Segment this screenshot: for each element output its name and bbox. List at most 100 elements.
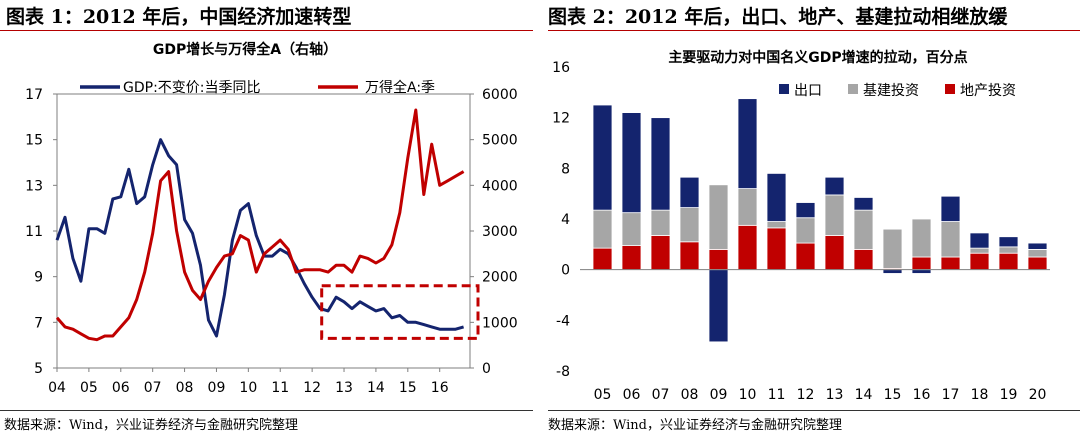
right-chart-legend: 出口 基建投资 地产投资	[779, 82, 1016, 99]
bar-export	[766, 172, 787, 222]
legend-label-property: 地产投资	[960, 83, 1016, 99]
left-y-tick-label: 11	[25, 224, 43, 240]
legend-swatch-infrastructure	[848, 84, 858, 94]
legend-swatch-export	[779, 84, 789, 94]
bar-export	[679, 176, 700, 208]
right-chart-y-tick-label: -8	[556, 364, 570, 380]
legend-label-wind-a: 万得全A:季	[365, 79, 435, 96]
figure-title-right: 图表 2：2012 年后，出口、地产、基建拉动相继放缓	[548, 6, 1008, 28]
x-tick-label: 16	[431, 380, 449, 396]
bar-infrastructure	[621, 212, 642, 247]
wind-a-line	[55, 108, 465, 342]
right-chart-x-tick-label: 08	[681, 387, 699, 403]
bar-infrastructure	[940, 221, 961, 258]
right-chart-x-tick-label: 20	[1029, 387, 1047, 403]
bar-property	[998, 252, 1019, 271]
bar-export	[708, 269, 729, 343]
right-chart-x-tick-label: 07	[652, 387, 670, 403]
bar-infrastructure	[998, 246, 1019, 254]
left-y-tick-label: 17	[25, 87, 43, 103]
bar-property	[737, 224, 758, 271]
left-y-tick-label: 9	[34, 270, 43, 286]
x-tick-label: 04	[48, 380, 66, 396]
right-chart-x-tick-label: 09	[710, 387, 728, 403]
x-tick-label: 13	[335, 380, 353, 396]
source-note-left: 数据来源：Wind，兴业证券经济与金融研究院整理	[4, 418, 298, 433]
x-tick-label: 05	[80, 380, 98, 396]
bar-export	[737, 98, 758, 189]
bar-export	[940, 195, 961, 222]
title-rule-left	[0, 30, 533, 31]
right-chart-y-tick-label: -4	[556, 313, 570, 329]
bar-property	[1027, 256, 1048, 271]
x-tick-label: 09	[208, 380, 226, 396]
source-rule-right	[548, 410, 1080, 411]
bar-infrastructure	[737, 188, 758, 226]
x-tick-label: 15	[399, 380, 417, 396]
left-y-tick-label: 5	[34, 361, 43, 377]
bar-infrastructure	[679, 207, 700, 243]
x-tick-label: 12	[303, 380, 321, 396]
bar-property	[795, 242, 816, 271]
bar-export	[621, 112, 642, 214]
right-chart-y-tick-label: 0	[561, 263, 570, 279]
bar-infrastructure	[592, 209, 613, 249]
bar-infrastructure	[1027, 248, 1048, 258]
right-chart-x-tick-label: 19	[1000, 387, 1018, 403]
x-tick-label: 06	[112, 380, 130, 396]
legend-label-infrastructure: 基建投资	[863, 82, 919, 99]
bar-export	[853, 197, 874, 211]
bar-property	[650, 235, 671, 271]
right-chart-title: 主要驱动力对中国名义GDP增速的拉动，百分点	[668, 49, 967, 66]
right-y-tick-label: 6000	[482, 87, 518, 103]
source-rule-left	[0, 410, 533, 411]
highlight-dashed-box	[320, 284, 480, 340]
right-chart-x-tick-label: 14	[855, 387, 873, 403]
right-chart-y-tick-label: 8	[561, 161, 570, 177]
legend-label-gdp: GDP:不变价:当季同比	[123, 80, 261, 96]
bar-export	[1027, 242, 1048, 250]
legend-swatch-property	[945, 84, 955, 94]
right-chart-y-tick-label: 16	[552, 60, 570, 76]
right-chart-x-tick-label: 12	[797, 387, 815, 403]
left-chart-legend: GDP:不变价:当季同比 万得全A:季	[80, 79, 435, 96]
gdp-drivers-chart: 主要驱动力对中国名义GDP增速的拉动，百分点 -8 -4 0 4 8 12 16 05 06 07…	[552, 49, 1050, 403]
right-y-tick-label: 1000	[482, 315, 518, 331]
left-chart-title: GDP增长与万得全A（右轴）	[153, 41, 337, 58]
right-chart-y-tick-label: 12	[552, 111, 570, 127]
right-chart-x-tick-label: 13	[826, 387, 844, 403]
x-tick-label: 08	[176, 380, 194, 396]
right-y-tick-label: 2000	[482, 270, 518, 286]
figure-title-left: 图表 1：2012 年后，中国经济加速转型	[6, 6, 352, 28]
bar-infrastructure	[795, 217, 816, 244]
left-y-tick-label: 13	[25, 178, 43, 194]
bar-infrastructure	[853, 209, 874, 250]
bar-property	[824, 235, 845, 271]
bar-export	[592, 104, 613, 211]
right-chart-x-tick-label: 05	[594, 387, 612, 403]
bar-infrastructure	[824, 194, 845, 236]
bar-property	[708, 248, 729, 271]
bar-property	[621, 245, 642, 271]
left-y-tick-label: 15	[25, 133, 43, 149]
bar-property	[969, 252, 990, 271]
bar-infrastructure	[969, 247, 990, 254]
x-tick-label: 14	[367, 380, 385, 396]
bar-property	[940, 256, 961, 271]
right-y-tick-label: 4000	[482, 178, 518, 194]
bar-property	[853, 248, 874, 271]
bar-export	[795, 202, 816, 219]
bar-export	[998, 236, 1019, 248]
right-chart-x-tick-label: 15	[884, 387, 902, 403]
gdp-line	[55, 138, 465, 338]
bar-infrastructure	[882, 228, 903, 269]
x-tick-label: 10	[239, 380, 257, 396]
bar-infrastructure	[650, 209, 671, 236]
bar-infrastructure	[708, 184, 729, 250]
bar-export	[650, 117, 671, 211]
right-chart-x-tick-label: 10	[739, 387, 757, 403]
x-tick-label: 07	[144, 380, 162, 396]
bar-property	[766, 227, 787, 271]
bar-export	[911, 269, 932, 274]
